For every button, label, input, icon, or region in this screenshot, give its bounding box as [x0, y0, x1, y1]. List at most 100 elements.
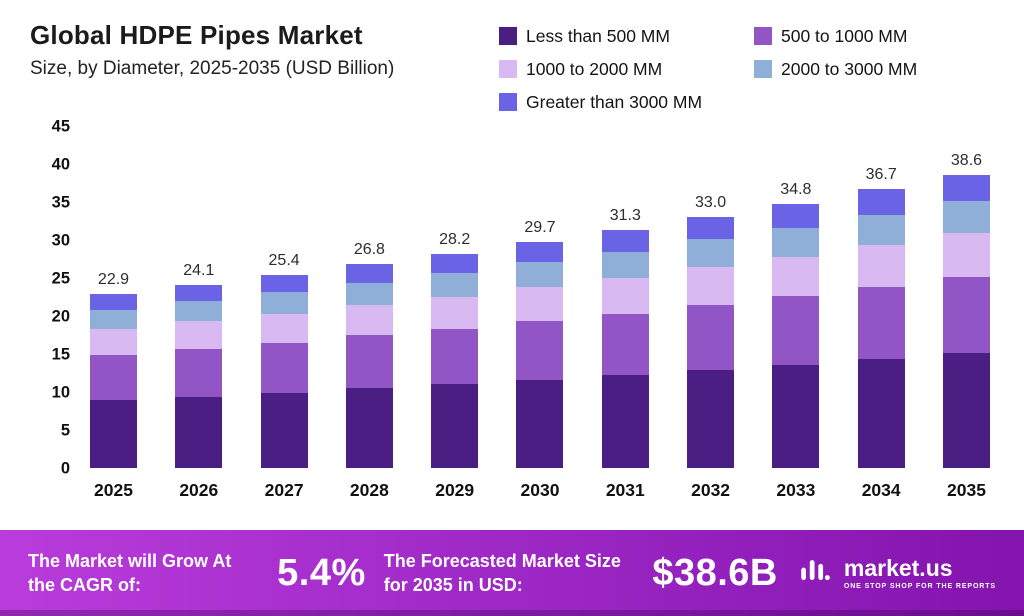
x-axis-label: 2026 [179, 480, 219, 500]
bar-total-label: 25.4 [268, 252, 300, 269]
bar-segment [857, 287, 905, 360]
bar-segment [175, 321, 223, 349]
bar-group: 26.8 [345, 241, 393, 468]
bar-segment [431, 273, 479, 298]
legend-swatch [754, 60, 772, 78]
x-axis-label: 2025 [94, 480, 133, 500]
bar-segment [772, 364, 820, 468]
bar-segment [772, 227, 820, 257]
bar-segment [516, 379, 564, 468]
bar-segment [772, 203, 820, 228]
bar-group: 36.7 [857, 166, 905, 468]
bar-total-label: 38.6 [950, 151, 983, 169]
bar-segment [857, 189, 905, 215]
bars: 22.9 24.1 25.4 26.8 28.2 29.7 31.3 33.0 34.8 36.7… [90, 126, 990, 468]
bar-total-label: 28.2 [439, 230, 471, 248]
bar-group: 34.8 [772, 180, 820, 468]
bar-segment [942, 174, 990, 202]
x-axis-label: 2030 [520, 480, 560, 500]
legend-label: Less than 500 MM [526, 25, 670, 46]
forecast-label: The Forecasted Market Size for 2035 in U… [383, 550, 621, 595]
y-tick-label: 45 [51, 116, 70, 135]
bar-group: 28.2 [431, 230, 479, 468]
stacked-bar [601, 230, 649, 468]
y-tick-label: 20 [51, 306, 70, 325]
bar-segment [175, 348, 223, 397]
stacked-bar [345, 264, 393, 468]
plot: 0 5 10 15 20 25 30 35 40 45 22.9 24.1 25.4 26.8 28.2 2… [26, 118, 990, 476]
forecast-value: $38.6B [652, 551, 778, 594]
bar-segment [687, 239, 735, 267]
legend: Less than 500 MM 500 to 1000 MM 1000 to 20… [499, 20, 994, 112]
bar-segment [345, 304, 393, 336]
bar-segment [90, 328, 137, 355]
stacked-bar [175, 284, 223, 468]
y-tick-label: 0 [60, 458, 70, 477]
y-tick-label: 35 [51, 192, 70, 211]
bar-total-label: 36.7 [865, 166, 897, 184]
bar-segment [942, 201, 990, 234]
stacked-bar [772, 203, 820, 468]
marketus-logo: market.us ONE STOP SHOP FOR THE REPORTS [796, 552, 996, 595]
legend-item: 1000 to 2000 MM [499, 59, 754, 79]
bar-segment [772, 296, 820, 365]
y-axis: 0 5 10 15 20 25 30 35 40 45 [26, 118, 70, 476]
bar-segment [260, 392, 308, 468]
bar-segment [601, 230, 649, 253]
bar-segment [431, 384, 479, 468]
stacked-bar [431, 253, 479, 468]
brand-tagline: ONE STOP SHOP FOR THE REPORTS [843, 583, 996, 591]
page-title: Global HDPE Pipes Market [30, 20, 363, 50]
bar-segment [345, 282, 393, 305]
cagr-label: The Market will Grow At the CAGR of: [28, 550, 232, 595]
bar-group: 24.1 [175, 262, 223, 468]
y-tick-label: 15 [51, 344, 70, 363]
y-tick-label: 25 [51, 268, 70, 287]
bar-total-label: 31.3 [609, 207, 641, 225]
x-axis-label: 2027 [264, 480, 304, 500]
x-labels: 2025 2026 2027 2028 2029 2030 2031 2032 2033 2034… [90, 480, 990, 501]
bar-segment [345, 335, 393, 389]
x-axis-label: 2035 [947, 480, 986, 500]
bar-segment [516, 262, 564, 288]
y-tick-label: 40 [51, 154, 70, 173]
legend-swatch [499, 93, 517, 111]
x-axis-label: 2032 [691, 480, 731, 500]
bar-segment [942, 277, 990, 354]
bar-segment [260, 275, 308, 293]
cagr-value: 5.4% [277, 551, 366, 594]
bar-segment [90, 294, 137, 310]
legend-label: Greater than 3000 MM [526, 91, 703, 112]
bar-total-label: 34.8 [780, 180, 812, 198]
bar-group: 25.4 [260, 252, 308, 468]
legend-item: 2000 to 3000 MM [754, 59, 994, 79]
stacked-bar [942, 174, 990, 468]
bar-segment [260, 342, 308, 393]
brand-text: market.us ONE STOP SHOP FOR THE REPORTS [844, 556, 996, 590]
bar-segment [857, 359, 905, 468]
bar-segment [687, 266, 735, 305]
title-block: Global HDPE Pipes Market Size, by Diamet… [30, 20, 394, 80]
chart-header: Global HDPE Pipes Market Size, by Diamet… [0, 0, 1024, 112]
bar-group: 22.9 [90, 271, 137, 468]
stacked-bar [857, 189, 905, 468]
bar-segment [175, 396, 223, 468]
legend-item: Greater than 3000 MM [499, 92, 754, 112]
bar-segment [516, 321, 564, 380]
bar-total-label: 29.7 [524, 219, 556, 237]
bar-segment [260, 292, 308, 314]
bar-segment [601, 278, 649, 314]
legend-swatch [754, 27, 772, 45]
footer-banner: The Market will Grow At the CAGR of: 5.4… [0, 530, 1024, 616]
bar-total-label: 26.8 [353, 241, 385, 259]
bar-segment [687, 369, 735, 468]
x-axis-label: 2033 [776, 480, 816, 500]
bar-segment [516, 287, 564, 322]
bar-segment [175, 300, 223, 322]
bar-segment [431, 297, 479, 329]
bar-segment [687, 217, 735, 240]
bar-segment [601, 375, 649, 468]
bar-segment [942, 353, 990, 468]
bar-segment [431, 253, 479, 274]
